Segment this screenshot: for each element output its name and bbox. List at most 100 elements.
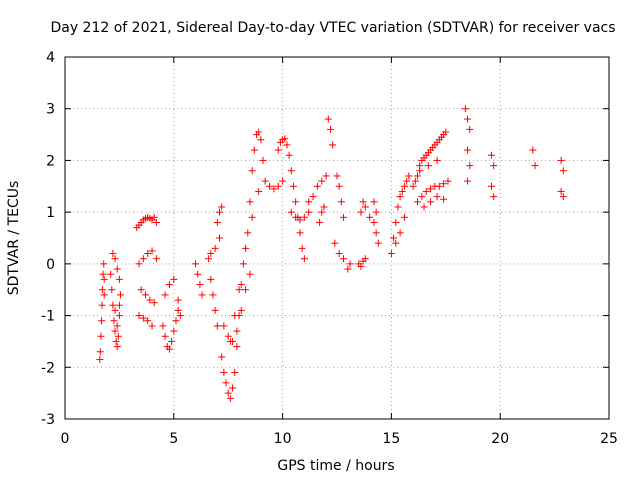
data-point (340, 213, 348, 221)
x-tick-label: 0 (61, 431, 70, 447)
data-point (320, 203, 328, 211)
data-point (170, 327, 178, 335)
data-point (135, 260, 143, 268)
data-point (464, 115, 472, 123)
data-point (172, 317, 180, 325)
data-point (218, 353, 226, 361)
y-tick-labels: -3 -2 -1 0 1 2 3 4 (41, 50, 55, 428)
data-point (337, 198, 345, 206)
data-point (324, 115, 332, 123)
data-point (296, 216, 304, 224)
data-point (115, 275, 123, 283)
data-point (372, 229, 380, 237)
y-tick-label: 2 (46, 153, 55, 169)
data-point (242, 244, 250, 252)
data-point (396, 229, 404, 237)
data-point (370, 198, 378, 206)
data-point (237, 306, 245, 314)
data-point (113, 343, 121, 351)
data-point (220, 368, 228, 376)
data-point (359, 198, 367, 206)
data-point (305, 198, 313, 206)
data-point (281, 135, 289, 143)
data-point (346, 260, 354, 268)
data-point (250, 146, 258, 154)
data-point (374, 239, 382, 247)
data-point (292, 198, 300, 206)
data-point (464, 146, 472, 154)
data-point (161, 291, 169, 299)
data-point (139, 314, 147, 322)
data-point (148, 247, 156, 255)
grid-lines (65, 57, 609, 419)
data-point (335, 182, 343, 190)
x-tick-labels: 0 5 10 15 20 25 (61, 431, 618, 447)
data-point (531, 162, 539, 170)
data-point (390, 234, 398, 242)
data-point (146, 296, 154, 304)
data-point (144, 250, 152, 258)
data-point (255, 128, 263, 136)
data-point (176, 312, 184, 320)
data-point (109, 301, 117, 309)
data-point (246, 198, 254, 206)
data-point (209, 291, 217, 299)
data-point (422, 187, 430, 195)
x-tick-label: 15 (382, 431, 400, 447)
data-point (394, 203, 402, 211)
data-point (289, 182, 297, 190)
data-point (196, 281, 204, 289)
data-point (229, 384, 237, 392)
data-point (283, 141, 291, 149)
data-point (248, 167, 256, 175)
data-point (400, 182, 408, 190)
data-point (487, 182, 495, 190)
data-point (316, 218, 324, 226)
data-point (405, 172, 413, 180)
data-point (135, 312, 143, 320)
data-point (318, 177, 326, 185)
plot-frame (64, 56, 610, 420)
data-point (148, 322, 156, 330)
data-point (322, 172, 330, 180)
data-point (287, 167, 295, 175)
data-point (100, 275, 108, 283)
data-point (231, 368, 239, 376)
data-point (235, 286, 243, 294)
data-point (170, 275, 178, 283)
data-point (98, 317, 106, 325)
data-point (198, 291, 206, 299)
data-point (490, 162, 498, 170)
data-point (109, 250, 117, 258)
data-point (168, 337, 176, 345)
data-point (226, 394, 234, 402)
data-point (114, 332, 122, 340)
data-point (111, 306, 119, 314)
data-point (110, 317, 118, 325)
data-point (361, 203, 369, 211)
data-point (466, 162, 474, 170)
data-point (318, 208, 326, 216)
chart-title: Day 212 of 2021, Sidereal Day-to-day VTE… (50, 20, 615, 36)
data-point (366, 213, 374, 221)
data-point (274, 146, 282, 154)
data-point (113, 265, 121, 273)
x-axis-label: GPS time / hours (277, 458, 394, 474)
data-point (259, 156, 267, 164)
data-point (231, 312, 239, 320)
y-tick-label: -1 (41, 309, 55, 325)
data-point (418, 193, 426, 201)
data-point (559, 193, 567, 201)
data-point (239, 260, 247, 268)
data-point (300, 255, 308, 263)
data-point (211, 244, 219, 252)
data-point (213, 322, 221, 330)
data-point (261, 177, 269, 185)
data-point (99, 270, 107, 278)
data-point (487, 151, 495, 159)
data-point (270, 185, 278, 193)
data-point (233, 343, 241, 351)
data-point (300, 213, 308, 221)
data-point (557, 187, 565, 195)
data-point (279, 177, 287, 185)
